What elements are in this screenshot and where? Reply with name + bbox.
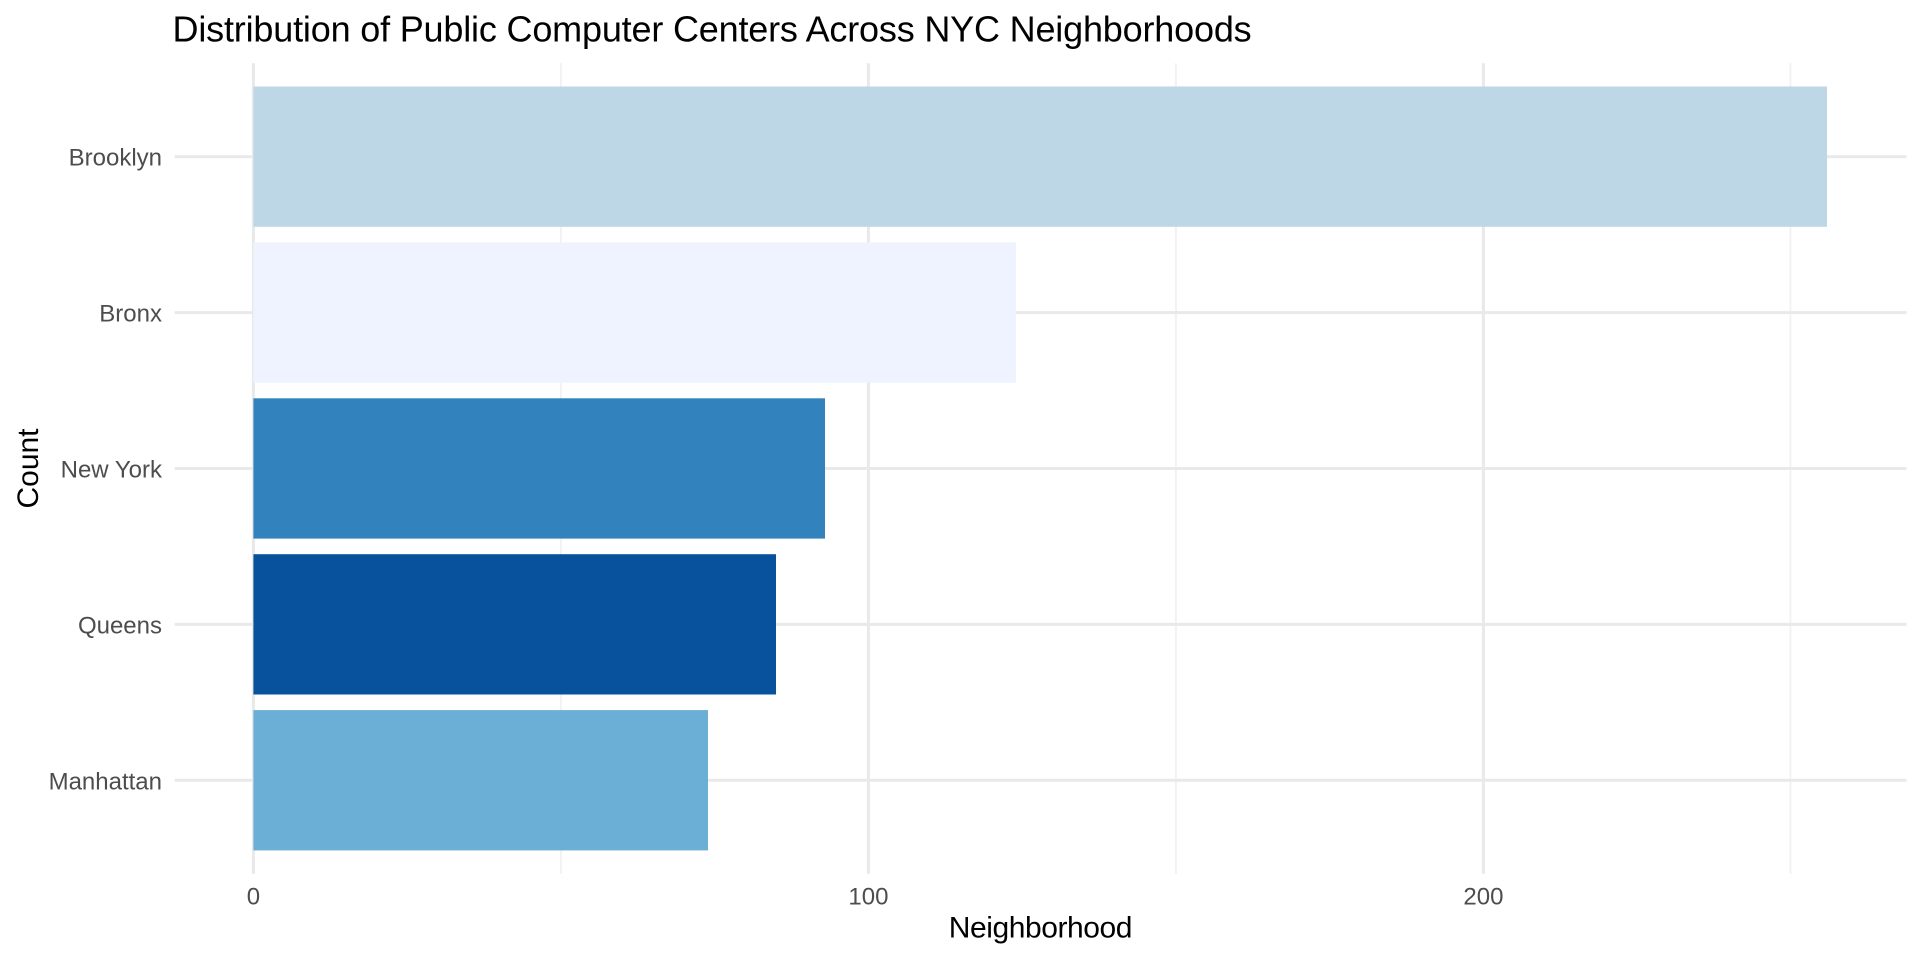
svg-text:Manhattan: Manhattan [49,768,162,795]
svg-text:200: 200 [1463,883,1503,910]
svg-text:100: 100 [848,883,888,910]
svg-text:Neighborhood: Neighborhood [949,912,1132,945]
svg-text:Distribution of Public Compute: Distribution of Public Computer Centers … [173,9,1252,50]
svg-text:Count: Count [12,428,45,509]
svg-text:Queens: Queens [78,612,162,639]
svg-text:0: 0 [247,883,260,910]
svg-text:Bronx: Bronx [99,301,162,328]
svg-text:New York: New York [61,457,163,484]
svg-text:Brooklyn: Brooklyn [69,145,162,172]
